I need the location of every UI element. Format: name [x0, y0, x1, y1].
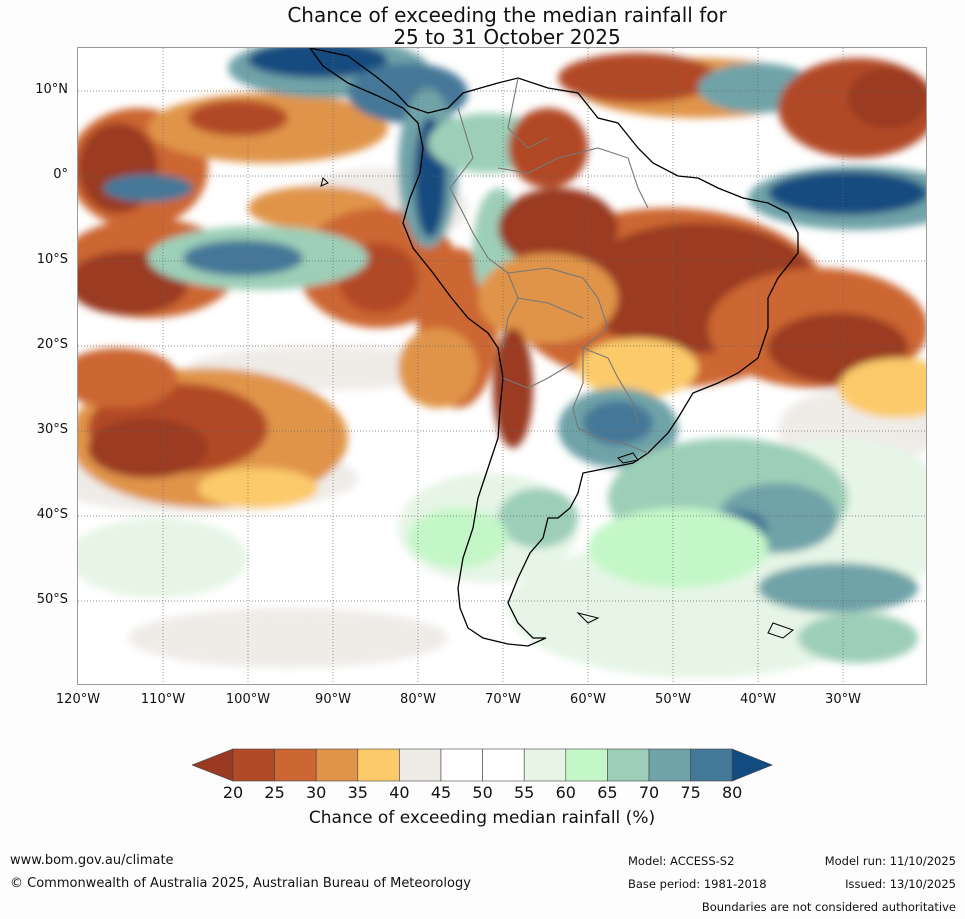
lat-label: 10°S: [36, 252, 68, 267]
probability-field: [78, 48, 926, 678]
boundary-disclaimer: Boundaries are not considered authoritat…: [701, 900, 956, 914]
lon-label: 90°W: [315, 692, 351, 707]
base-period: Base period: 1981-2018: [628, 877, 767, 891]
colorbar-tick-label: 75: [680, 783, 701, 802]
colorbar-band: [274, 748, 317, 782]
colorbar-tick-label: 30: [306, 783, 327, 802]
colorbar-tick-label: 65: [597, 783, 618, 802]
colorbar-extend-high: [731, 748, 774, 782]
colorbar-tick-label: 50: [472, 783, 493, 802]
colorbar-band: [357, 748, 400, 782]
rainfall-map: [77, 47, 927, 685]
lon-label: 30°W: [825, 692, 861, 707]
colorbar-tick-label: 55: [514, 783, 535, 802]
country-borders: [449, 77, 649, 454]
issued-date: Issued: 13/10/2025: [845, 877, 956, 891]
lon-label: 70°W: [485, 692, 521, 707]
model-run: Model run: 11/10/2025: [824, 854, 956, 868]
lat-label: 40°S: [36, 507, 68, 522]
title-line-2: 25 to 31 October 2025: [393, 25, 621, 49]
colorbar-tick-label: 40: [389, 783, 410, 802]
lat-label: 50°S: [36, 592, 68, 607]
islands: [320, 177, 795, 639]
colorbar-band: [607, 748, 650, 782]
graticule: [78, 48, 926, 684]
colorbar-band: [690, 748, 733, 782]
lat-label: 20°S: [36, 337, 68, 352]
lon-label: 80°W: [400, 692, 436, 707]
colorbar-band: [648, 748, 691, 782]
lat-label: 10°N: [35, 82, 68, 97]
south-america-coastline: [309, 48, 799, 647]
colorbar-band: [232, 748, 275, 782]
lon-label: 40°W: [740, 692, 776, 707]
lat-label: 0°: [53, 167, 68, 182]
lon-label: 60°W: [570, 692, 606, 707]
model-name: Model: ACCESS-S2: [628, 854, 735, 868]
lon-label: 120°W: [55, 692, 101, 707]
colorbar-band: [482, 748, 525, 782]
lon-label: 100°W: [225, 692, 271, 707]
copyright-text: © Commonwealth of Australia 2025, Austra…: [10, 876, 471, 891]
colorbar-extend-low: [192, 748, 234, 782]
colorbar-band: [523, 748, 567, 782]
lat-label: 30°S: [36, 422, 68, 437]
map-canvas: [78, 48, 926, 684]
colorbar-label: Chance of exceeding median rainfall (%): [308, 808, 656, 828]
colorbar-band: [315, 748, 359, 782]
colorbar-tick-label: 80: [722, 783, 743, 802]
colorbar-band: [565, 748, 608, 782]
title-line-1: Chance of exceeding the median rainfall …: [287, 3, 727, 27]
colorbar-tick-label: 35: [347, 783, 368, 802]
lon-label: 50°W: [655, 692, 691, 707]
source-url[interactable]: www.bom.gov.au/climate: [10, 853, 174, 868]
colorbar-tick-label: 70: [638, 783, 660, 802]
colorbar-band: [399, 748, 442, 782]
colorbar-tick-label: 45: [430, 783, 452, 802]
colorbar-band: [440, 748, 483, 782]
colorbar-tick-label: 60: [555, 783, 576, 802]
map-title: Chance of exceeding the median rainfall …: [0, 4, 965, 48]
colorbar-tick-label: 25: [264, 783, 285, 802]
colorbar-tick-label: 20: [222, 783, 244, 802]
lon-label: 110°W: [140, 692, 186, 707]
colorbar: [192, 748, 774, 782]
